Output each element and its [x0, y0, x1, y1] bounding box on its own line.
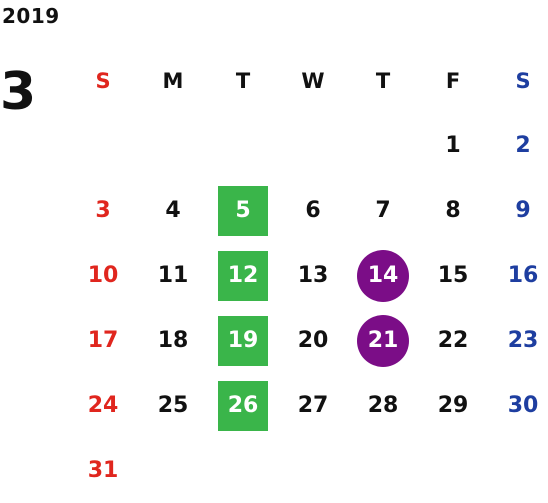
day-number: 10: [87, 263, 119, 288]
day-number: 31: [87, 458, 119, 483]
day-cell-8[interactable]: 8: [418, 178, 488, 243]
day-number: 2: [515, 133, 531, 158]
day-cell-4[interactable]: 4: [138, 178, 208, 243]
empty-day-cell: [348, 113, 418, 178]
day-cell-30[interactable]: 30: [488, 373, 548, 438]
day-number: 29: [437, 393, 469, 418]
day-cell-3[interactable]: 3: [68, 178, 138, 243]
weekday-monday: M: [162, 68, 184, 93]
day-number: 17: [87, 328, 119, 353]
day-cell-28[interactable]: 28: [348, 373, 418, 438]
day-cell-13[interactable]: 13: [278, 243, 348, 308]
day-number: 22: [437, 328, 469, 353]
day-cell-21[interactable]: 21: [348, 308, 418, 373]
day-number: 13: [297, 263, 329, 288]
day-cell-6[interactable]: 6: [278, 178, 348, 243]
week-row: 17 18 19 20 21 22 23: [68, 308, 548, 373]
empty-day-cell: [278, 113, 348, 178]
empty-day-cell: [208, 438, 278, 503]
day-cell-23[interactable]: 23: [488, 308, 548, 373]
day-cell-29[interactable]: 29: [418, 373, 488, 438]
day-cell-20[interactable]: 20: [278, 308, 348, 373]
day-number: 27: [297, 393, 329, 418]
day-cell-12[interactable]: 12: [208, 243, 278, 308]
day-cell-31[interactable]: 31: [68, 438, 138, 503]
day-number: 24: [87, 393, 119, 418]
week-row: 31: [68, 438, 548, 503]
day-cell-1[interactable]: 1: [418, 113, 488, 178]
day-cell-24[interactable]: 24: [68, 373, 138, 438]
day-number: 28: [367, 393, 399, 418]
empty-day-cell: [138, 438, 208, 503]
week-row: 3 4 5 6 7 8 9: [68, 178, 548, 243]
empty-day-cell: [278, 438, 348, 503]
day-number: 23: [507, 328, 539, 353]
day-cell-25[interactable]: 25: [138, 373, 208, 438]
day-number: 6: [305, 198, 321, 223]
day-number: 1: [445, 133, 461, 158]
day-number: 7: [375, 198, 391, 223]
month-label: 3: [0, 62, 37, 122]
day-number: 3: [95, 198, 111, 223]
day-cell-18[interactable]: 18: [138, 308, 208, 373]
day-cell-2[interactable]: 2: [488, 113, 548, 178]
day-cell-17[interactable]: 17: [68, 308, 138, 373]
empty-day-cell: [418, 438, 488, 503]
empty-day-cell: [208, 113, 278, 178]
day-cell-19[interactable]: 19: [208, 308, 278, 373]
day-cell-7[interactable]: 7: [348, 178, 418, 243]
day-number: 16: [507, 263, 539, 288]
day-cell-14[interactable]: 14: [348, 243, 418, 308]
purple-circle-marker: 21: [357, 314, 409, 367]
weeks-container: 1 2 3 4 5 6 7 8 9 10 11 12 13 14 15 16 17 18 19 20 21 22 23 24 2…: [68, 113, 548, 503]
day-cell-11[interactable]: 11: [138, 243, 208, 308]
empty-day-cell: [138, 113, 208, 178]
day-cell-26[interactable]: 26: [208, 373, 278, 438]
day-number: 4: [165, 198, 181, 223]
day-number: 25: [157, 393, 189, 418]
day-number: 20: [297, 328, 329, 353]
week-row: 10 11 12 13 14 15 16: [68, 243, 548, 308]
day-number: 9: [515, 198, 531, 223]
weekday-saturday: S: [515, 68, 531, 93]
green-highlight-marker: 19: [218, 315, 268, 366]
year-label: 2019: [2, 4, 60, 28]
weekday-thursday: T: [375, 68, 391, 93]
day-cell-27[interactable]: 27: [278, 373, 348, 438]
day-number: 15: [437, 263, 469, 288]
empty-day-cell: [68, 113, 138, 178]
day-number: 8: [445, 198, 461, 223]
weekday-tuesday: T: [235, 68, 251, 93]
green-highlight-marker: 5: [218, 185, 268, 236]
day-cell-5[interactable]: 5: [208, 178, 278, 243]
weekday-wednesday: W: [301, 68, 325, 93]
day-cell-9[interactable]: 9: [488, 178, 548, 243]
day-cell-15[interactable]: 15: [418, 243, 488, 308]
day-cell-22[interactable]: 22: [418, 308, 488, 373]
empty-day-cell: [348, 438, 418, 503]
day-number: 30: [507, 393, 539, 418]
weekday-header: S M T W T F S: [68, 48, 548, 113]
day-number: 18: [157, 328, 189, 353]
day-cell-10[interactable]: 10: [68, 243, 138, 308]
empty-day-cell: [488, 438, 548, 503]
purple-circle-marker: 14: [357, 249, 409, 302]
green-highlight-marker: 12: [218, 250, 268, 301]
weekday-sunday: S: [95, 68, 111, 93]
calendar-grid: S M T W T F S 1 2 3 4 5 6 7 8 9 10 11 12 13 14 15 16 17 1…: [68, 48, 548, 503]
week-row: 24 25 26 27 28 29 30: [68, 373, 548, 438]
day-number: 11: [157, 263, 189, 288]
green-highlight-marker: 26: [218, 380, 268, 431]
day-cell-16[interactable]: 16: [488, 243, 548, 308]
weekday-friday: F: [445, 68, 461, 93]
